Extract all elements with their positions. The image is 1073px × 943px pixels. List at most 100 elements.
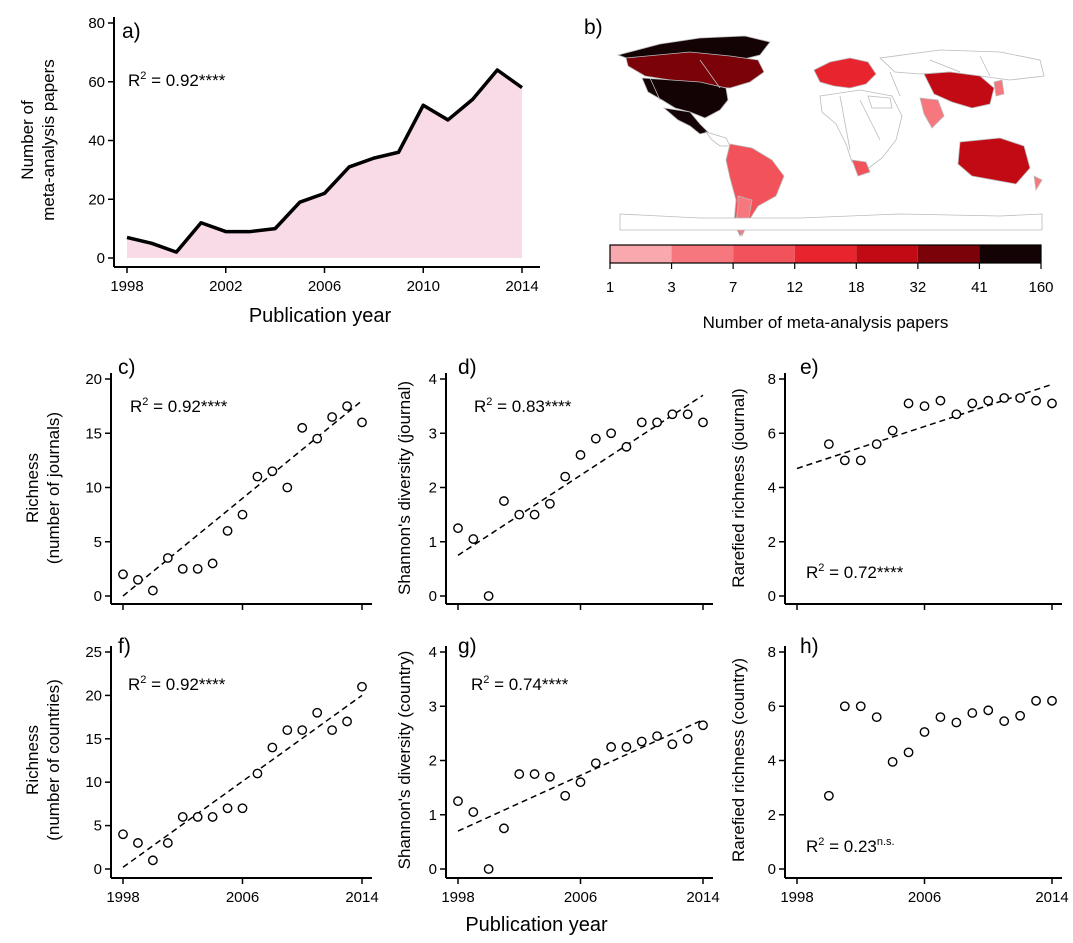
x-tick-label: 2014 (1035, 889, 1068, 906)
legend-tick-label: 3 (667, 279, 675, 296)
y-tick-label: 8 (768, 371, 776, 388)
country-shape (919, 97, 945, 129)
y-axis-label: Shannon's diversity (country) (395, 651, 414, 870)
y-tick-label: 1 (429, 807, 437, 824)
y-tick-label: 3 (429, 698, 437, 715)
y-tick-label: 80 (88, 15, 105, 32)
data-point (935, 712, 946, 722)
data-point (1031, 695, 1041, 706)
data-point (162, 838, 173, 848)
panel-a: 0 20 40 60 80 1998 2002 2006 2010 2014 a) R2 = 0.92… (18, 15, 540, 327)
data-point (529, 509, 540, 520)
data-point (252, 768, 263, 779)
panel-letter: e) (800, 356, 819, 379)
data-point (606, 428, 617, 439)
country-shape (813, 57, 877, 89)
legend-swatch (917, 245, 980, 263)
panel-c: 0 5 10 15 20 c) R2 = 0.92**** Richness (number o… (23, 356, 372, 610)
data-point (177, 563, 188, 574)
country-shape (923, 71, 995, 109)
y-tick-label: 1 (429, 534, 437, 551)
legend-frame (609, 244, 1042, 264)
data-point (823, 790, 834, 801)
y-tick-label: 0 (768, 861, 776, 878)
y-tick-label: 2 (429, 480, 437, 497)
country-shape (851, 159, 871, 177)
data-point (855, 701, 866, 712)
y-tick-label: 2 (429, 753, 437, 770)
y-tick-label: 10 (85, 480, 102, 497)
trend-line (796, 383, 1053, 470)
panel-letter: b) (584, 16, 603, 39)
data-point (529, 769, 540, 779)
data-point (207, 558, 218, 569)
data-point (357, 417, 367, 428)
data-point (951, 717, 962, 728)
r-squared-annotation: R2 = 0.74**** (471, 674, 569, 694)
legend-swatch (733, 245, 795, 263)
x-tick-label: 2006 (564, 889, 597, 906)
data-point (453, 523, 463, 534)
r-squared-annotation: R2 = 0.83**** (474, 396, 572, 416)
y-tick-label: 6 (768, 698, 776, 715)
y-tick-label: 0 (429, 861, 437, 878)
data-point (133, 838, 143, 848)
y-tick-label: 40 (88, 133, 105, 150)
border-line (649, 77, 661, 101)
country-shape (879, 49, 1045, 81)
x-tick-label: 2014 (345, 889, 378, 906)
data-point (590, 758, 601, 769)
legend-tick-label: 1 (606, 279, 614, 296)
data-point (621, 742, 632, 752)
y-tick-label: 0 (768, 588, 776, 605)
y-tick-label: 5 (94, 818, 102, 835)
country-shape (819, 89, 903, 171)
data-point (192, 563, 203, 574)
data-point (267, 742, 278, 753)
y-tick-label: 0 (97, 250, 105, 267)
data-point (222, 803, 233, 814)
data-point (237, 803, 248, 814)
country-shape (662, 107, 709, 135)
legend-swatch (671, 245, 734, 263)
data-point (327, 412, 338, 422)
series-line (126, 68, 524, 254)
y-tick-label: 4 (429, 371, 437, 388)
border-line (929, 59, 961, 73)
data-point (967, 708, 978, 718)
legend-tick-label: 18 (848, 279, 865, 296)
y-tick-label: 2 (768, 807, 776, 824)
panel-g: 0 1 2 3 4 1998 2006 2014 g) R2 = 0.74**** Shannon'… (395, 635, 720, 906)
y-axis-label: Richness (number of journals) (23, 412, 63, 564)
border-line (889, 71, 901, 97)
data-point (636, 736, 647, 747)
panel-d: 0 1 2 3 4 d) R2 = 0.83**** Shannon's diversity … (395, 356, 713, 610)
trend-line (122, 400, 363, 597)
legend-tick-label: 160 (1028, 279, 1053, 296)
data-point (871, 439, 882, 449)
data-point (1031, 395, 1041, 406)
y-tick-label: 4 (768, 480, 776, 497)
r-squared-annotation: R2 = 0.92**** (128, 674, 226, 694)
data-point (468, 534, 479, 544)
y-axis-label: Richness (number of countries) (23, 679, 63, 841)
data-point (514, 769, 525, 779)
data-point (282, 725, 293, 736)
country-shape (625, 51, 765, 89)
data-point (887, 425, 898, 436)
r-squared-annotation: R2 = 0.23n.s. (806, 836, 895, 856)
data-point (177, 812, 188, 822)
border-line (839, 95, 851, 151)
data-point (468, 807, 479, 817)
y-tick-label: 10 (85, 774, 102, 791)
data-point (667, 409, 678, 420)
data-point (312, 707, 323, 718)
data-point (887, 756, 898, 767)
y-tick-label: 15 (85, 731, 102, 748)
y-axis-label: Rarefied richness (country) (729, 658, 748, 862)
data-point (514, 509, 525, 520)
data-point (544, 771, 555, 782)
data-point (342, 401, 352, 412)
data-point (544, 498, 555, 509)
data-point (919, 401, 930, 412)
